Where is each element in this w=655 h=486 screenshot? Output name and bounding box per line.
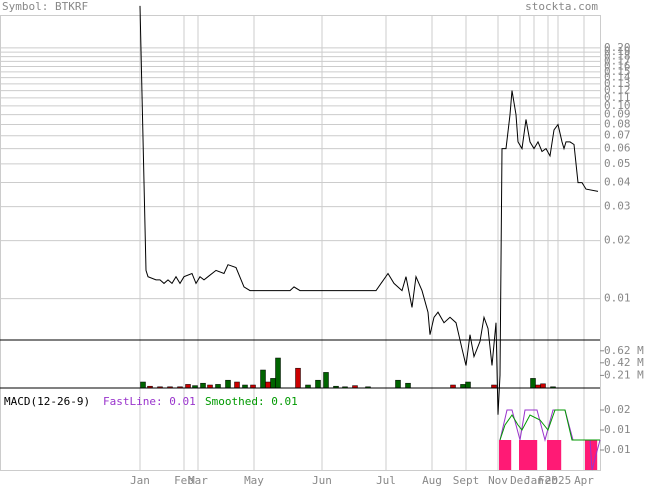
y-tick-label: 0.08	[604, 118, 631, 131]
y-tick-label: 0.16	[604, 60, 631, 73]
volume-bar	[225, 379, 231, 389]
x-tick-label: May	[244, 474, 264, 486]
macd-histogram-bar	[591, 440, 594, 470]
macd-histogram-bar	[547, 440, 550, 470]
x-tick-label: Jan	[524, 474, 544, 486]
legend-entry: FastLine: 0.01	[103, 395, 196, 408]
x-tick-label: Aug	[422, 474, 442, 486]
volume-bar	[270, 378, 276, 389]
x-tick-label: Jul	[376, 474, 396, 486]
x-tick-label: Jan	[130, 474, 150, 486]
volume-bar	[185, 384, 191, 389]
volume-bar	[234, 381, 240, 389]
y-tick-label: 0.12	[604, 84, 631, 97]
site-name: stockta.com	[525, 0, 598, 13]
x-tick-label: Feb	[538, 474, 558, 486]
macd-histogram-bar	[549, 440, 552, 470]
y-tick-label: 0.03	[604, 200, 631, 213]
y-tick-label: 0.10	[604, 99, 631, 112]
macd-histogram-bar	[585, 440, 588, 470]
y-tick-label: 0.02	[604, 234, 631, 247]
y-tick-label: 0.05	[604, 157, 631, 170]
x-tick-label: 2025	[545, 474, 572, 486]
y-tick-label: 0.02	[604, 403, 631, 416]
y-tick-label: 0.01	[604, 443, 631, 456]
y-tick-label: 0.19	[604, 45, 631, 58]
volume-bar	[140, 381, 146, 389]
volume-bar	[540, 383, 546, 389]
y-tick-label: 0.18	[604, 50, 631, 63]
macd-line	[499, 409, 600, 441]
macd-histogram-bar	[503, 440, 506, 470]
y-tick-label: 0.15	[604, 65, 631, 78]
y-tick-label: 0.09	[604, 108, 631, 121]
y-tick-label: 0.13	[604, 77, 631, 90]
volume-bar	[460, 384, 466, 389]
x-tick-label: Jun	[312, 474, 332, 486]
y-tick-label: 0.04	[604, 176, 631, 189]
volume-bar	[260, 369, 266, 389]
y-tick-label: 0.01	[604, 292, 631, 305]
macd-histogram-bar	[525, 440, 528, 470]
macd-histogram-bar	[535, 440, 538, 470]
macd-histogram-bar	[527, 440, 530, 470]
macd-histogram-bar	[509, 440, 512, 470]
macd-histogram-bar	[533, 440, 536, 470]
y-tick-label: 0.21 M	[604, 368, 644, 381]
x-tick-label: Apr	[574, 474, 594, 486]
macd-histogram-bar	[559, 440, 562, 470]
volume-bar	[465, 381, 471, 389]
macd-histogram-bar	[553, 440, 556, 470]
macd-histogram-bar	[593, 440, 596, 470]
macd-histogram-bar	[507, 440, 510, 470]
y-tick-label: 0.62 M	[604, 344, 644, 357]
volume-bar	[275, 357, 281, 389]
macd-histogram-bar	[523, 440, 526, 470]
macd-histogram-bar	[587, 440, 590, 470]
macd-histogram-bar	[555, 440, 558, 470]
y-tick-label: 0.14	[604, 71, 631, 84]
volume-bar	[295, 367, 301, 389]
x-tick-label: Feb	[174, 474, 194, 486]
macd-histogram-bar	[501, 440, 504, 470]
y-tick-label: 0.17	[604, 54, 631, 67]
macd-histogram-bar	[589, 440, 592, 470]
symbol-title: Symbol: BTKRF	[2, 0, 88, 13]
macd-title: MACD(12-26-9)	[4, 395, 90, 408]
y-tick-label: 0.42 M	[604, 356, 644, 369]
macd-histogram-bar	[557, 440, 560, 470]
macd-histogram-bar	[519, 440, 522, 470]
macd-histogram-bar	[551, 440, 554, 470]
y-tick-label: 0.11	[604, 91, 631, 104]
volume-bar	[265, 381, 271, 389]
x-tick-label: Mar	[188, 474, 208, 486]
volume-bar	[215, 384, 221, 389]
plot-frame	[0, 15, 601, 471]
x-tick-label: Sept	[453, 474, 480, 486]
y-tick-label: 0.06	[604, 142, 631, 155]
macd-histogram-bar	[521, 440, 524, 470]
volume-bar	[405, 382, 411, 389]
x-tick-label: Nov	[488, 474, 508, 486]
volume-bar	[315, 379, 321, 389]
volume-bar	[395, 379, 401, 389]
y-tick-label: 0.01	[604, 423, 631, 436]
volume-bar	[323, 372, 329, 389]
macd-histogram-bar	[505, 440, 508, 470]
y-tick-label: 0.20	[604, 41, 631, 54]
macd-histogram-bar	[499, 440, 502, 470]
volume-bar	[200, 382, 206, 389]
macd-histogram-bar	[531, 440, 534, 470]
macd-histogram-bar	[529, 440, 532, 470]
x-tick-label: Dec	[510, 474, 530, 486]
price-line	[139, 5, 599, 415]
legend-entry: Smoothed: 0.01	[205, 395, 298, 408]
y-tick-label: 0.07	[604, 129, 631, 142]
volume-bar	[530, 378, 536, 389]
